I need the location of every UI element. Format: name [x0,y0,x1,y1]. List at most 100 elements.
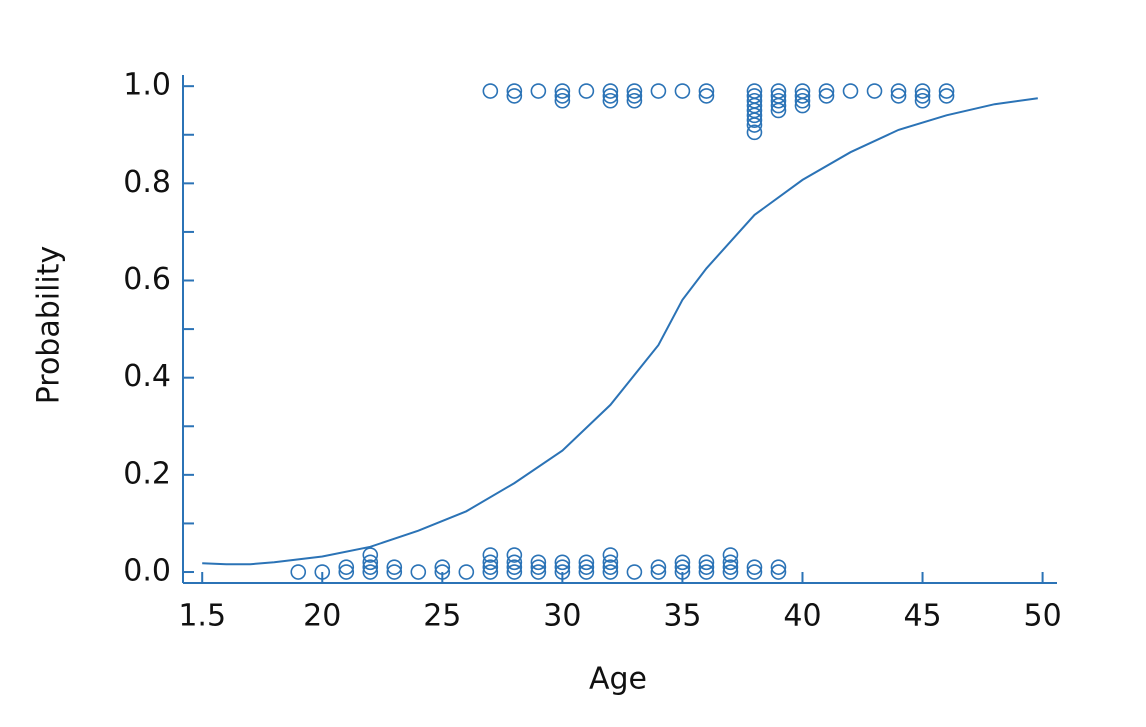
point [698,564,715,580]
point [362,564,379,580]
point [578,559,595,575]
point [890,88,907,104]
point [722,554,739,571]
x-tick-label: 20 [303,599,341,634]
point [578,564,595,580]
y-tick-label: 0.0 [123,554,171,589]
point [554,559,571,575]
point [794,97,811,114]
point [674,83,691,99]
point [914,88,931,104]
point [530,564,547,580]
point [506,559,523,575]
point [698,559,715,575]
point [506,88,523,104]
y-tick-label: 0.2 [123,456,171,491]
point [410,564,427,580]
point [482,547,499,563]
x-tick-label: 35 [663,599,701,634]
point [434,559,451,575]
x-tick-label: 45 [903,599,941,634]
point [506,83,523,99]
point [554,88,571,104]
point [626,92,643,109]
point [554,92,571,109]
point [746,559,763,575]
point [386,559,403,575]
x-tick-label: 1.5 [178,599,226,634]
point [674,564,691,580]
point [626,83,643,99]
point [482,564,499,580]
point [362,547,379,563]
y-tick-label: 0.4 [123,359,171,394]
point [338,559,355,575]
point [482,83,499,99]
point [770,97,787,114]
point [770,102,787,119]
point [362,554,379,571]
point [434,564,451,580]
point [578,83,595,99]
point [626,88,643,104]
point [650,83,667,99]
point [554,554,571,571]
point [698,88,715,104]
point [746,564,763,580]
point [602,83,619,99]
point [674,554,691,571]
point [386,564,403,580]
point [818,88,835,104]
point [602,88,619,104]
point [794,88,811,104]
point [602,547,619,563]
x-axis-label: Age [589,662,647,697]
point [890,83,907,99]
point [650,559,667,575]
point [746,124,763,141]
y-axis-label: Probability [32,246,67,405]
point [290,564,307,580]
point [938,88,955,104]
point [530,559,547,575]
point [722,547,739,563]
point [506,564,523,580]
point [578,554,595,571]
point [746,112,763,128]
x-tick-label: 25 [423,599,461,634]
point [482,559,499,575]
point [602,564,619,580]
point [698,83,715,99]
point [458,564,475,580]
point [914,83,931,99]
point [602,554,619,571]
point [842,83,859,99]
point [722,559,739,575]
point [530,554,547,571]
point [602,559,619,575]
point [866,83,883,99]
point [554,83,571,99]
point [746,107,763,124]
point [314,564,331,580]
point [746,117,763,133]
point [362,559,379,575]
point [818,83,835,99]
point [674,559,691,575]
point [914,92,931,109]
point [338,564,355,580]
point [794,92,811,109]
point [506,547,523,563]
point [530,83,547,99]
point [770,559,787,575]
y-tick-label: 1.0 [123,68,171,103]
y-tick-label: 0.8 [123,165,171,200]
point [770,92,787,109]
point [938,83,955,99]
point [650,564,667,580]
y-tick-label: 0.6 [123,262,171,297]
fit-curve [202,97,1038,566]
x-tick-label: 30 [543,599,581,634]
point [506,554,523,571]
